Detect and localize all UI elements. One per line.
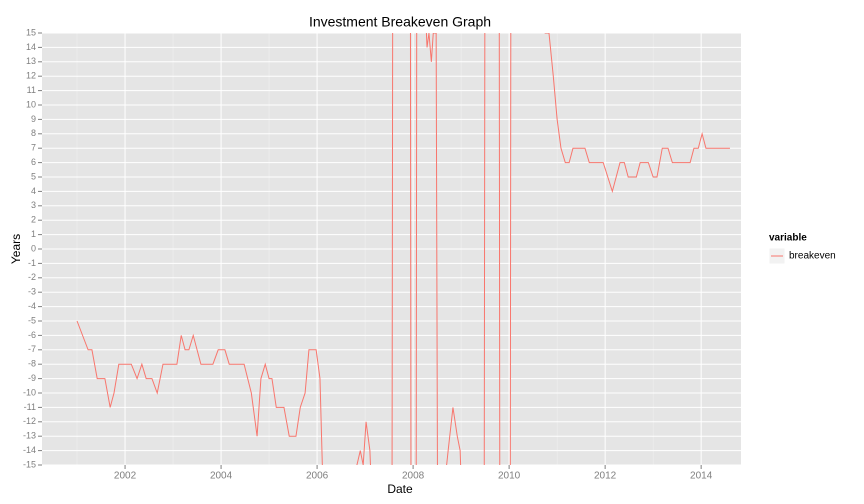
- legend-label: breakeven: [789, 251, 836, 262]
- y-tick-label: -6: [28, 330, 36, 340]
- y-tick-label: -7: [28, 344, 36, 354]
- y-tick-label: 7: [31, 143, 36, 153]
- y-tick-label: 11: [27, 85, 36, 95]
- x-tick-label: 2004: [210, 471, 233, 482]
- y-tick-label: -3: [28, 287, 36, 297]
- y-tick-label: 5: [31, 171, 36, 181]
- y-tick-label: 10: [26, 99, 36, 109]
- y-tick-label: 14: [26, 42, 36, 52]
- x-tick-label: 2010: [498, 471, 521, 482]
- y-tick-label: 4: [31, 186, 36, 196]
- y-tick-label: -10: [23, 387, 36, 397]
- y-tick-label: 12: [26, 71, 36, 81]
- y-tick-label: 1: [31, 229, 36, 239]
- y-tick-label: -5: [28, 315, 36, 325]
- x-axis-label: Date: [387, 482, 413, 496]
- y-tick-label: -9: [28, 373, 36, 383]
- y-tick-label: 2: [31, 215, 36, 225]
- y-tick-label: -13: [23, 431, 36, 441]
- y-tick-label: -12: [23, 416, 36, 426]
- y-tick-label: 3: [31, 200, 36, 210]
- y-tick-label: -4: [28, 301, 36, 311]
- y-tick-label: -8: [28, 359, 36, 369]
- data-line: [76, 33, 730, 465]
- y-tick-label: 9: [31, 114, 36, 124]
- x-tick-label: 2002: [114, 471, 137, 482]
- y-tick-label: -14: [23, 445, 36, 455]
- x-tick-label: 2006: [306, 471, 329, 482]
- y-tick-label: -1: [28, 258, 36, 268]
- y-tick-label: -2: [28, 272, 36, 282]
- legend-title: variable: [769, 233, 807, 244]
- x-tick-label: 2014: [690, 471, 713, 482]
- y-tick-label: -15: [23, 459, 36, 469]
- y-tick-label: 13: [26, 56, 36, 66]
- y-tick-label: -11: [24, 402, 36, 412]
- y-tick-label: 0: [31, 243, 36, 253]
- plot-layer: [42, 32, 741, 466]
- y-tick-label: 6: [31, 157, 36, 167]
- chart-title: Investment Breakeven Graph: [309, 14, 491, 30]
- y-tick-label: 15: [26, 27, 36, 37]
- y-axis-label: Years: [9, 234, 23, 264]
- x-tick-label: 2012: [594, 471, 617, 482]
- x-tick-label: 2008: [402, 471, 425, 482]
- y-tick-label: 8: [31, 128, 36, 138]
